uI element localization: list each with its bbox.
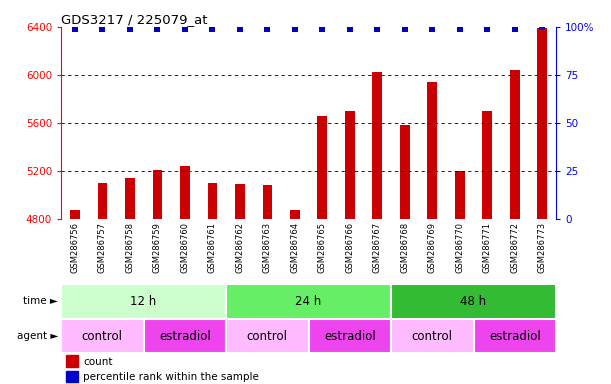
Text: GSM286762: GSM286762 bbox=[235, 222, 244, 273]
Text: GSM286766: GSM286766 bbox=[345, 222, 354, 273]
Text: GSM286764: GSM286764 bbox=[290, 222, 299, 273]
Bar bbox=[391, 284, 556, 319]
Bar bbox=[180, 166, 189, 219]
Bar bbox=[98, 183, 107, 219]
Text: GSM286770: GSM286770 bbox=[455, 222, 464, 273]
Text: GSM286773: GSM286773 bbox=[538, 222, 547, 273]
Text: GSM286765: GSM286765 bbox=[318, 222, 327, 273]
Point bbox=[70, 26, 79, 32]
Text: GSM286763: GSM286763 bbox=[263, 222, 272, 273]
Bar bbox=[263, 185, 272, 219]
Point bbox=[400, 26, 409, 32]
Point bbox=[538, 24, 547, 30]
Text: GSM286761: GSM286761 bbox=[208, 222, 217, 273]
Text: estradiol: estradiol bbox=[159, 329, 211, 343]
Text: 12 h: 12 h bbox=[131, 295, 156, 308]
Bar bbox=[153, 170, 162, 219]
Text: GSM286769: GSM286769 bbox=[428, 222, 437, 273]
Point bbox=[153, 26, 163, 32]
Bar bbox=[226, 284, 391, 319]
Text: GSM286756: GSM286756 bbox=[70, 222, 79, 273]
Text: control: control bbox=[412, 329, 453, 343]
Bar bbox=[538, 28, 547, 219]
Point bbox=[427, 26, 437, 32]
Text: estradiol: estradiol bbox=[324, 329, 376, 343]
Bar bbox=[318, 116, 327, 219]
Point bbox=[98, 26, 108, 32]
Text: time ►: time ► bbox=[23, 296, 58, 306]
Bar bbox=[428, 82, 437, 219]
Point bbox=[510, 26, 519, 32]
Text: GDS3217 / 225079_at: GDS3217 / 225079_at bbox=[61, 13, 208, 26]
Bar bbox=[455, 171, 464, 219]
Text: 24 h: 24 h bbox=[296, 295, 321, 308]
Point bbox=[318, 26, 327, 32]
Bar bbox=[61, 284, 226, 319]
Bar bbox=[290, 210, 299, 219]
Bar bbox=[345, 111, 354, 219]
Text: GSM286771: GSM286771 bbox=[483, 222, 492, 273]
Text: GSM286760: GSM286760 bbox=[180, 222, 189, 273]
Bar bbox=[70, 210, 79, 219]
Point bbox=[263, 26, 273, 32]
Text: agent ►: agent ► bbox=[16, 331, 58, 341]
Text: GSM286759: GSM286759 bbox=[153, 222, 162, 273]
Bar bbox=[235, 184, 244, 219]
Point bbox=[180, 26, 189, 32]
Bar bbox=[483, 111, 492, 219]
Bar bbox=[66, 356, 78, 367]
Text: GSM286767: GSM286767 bbox=[373, 222, 382, 273]
Bar bbox=[66, 371, 78, 382]
Text: control: control bbox=[247, 329, 288, 343]
Point bbox=[125, 26, 134, 32]
Bar bbox=[144, 319, 226, 353]
Text: GSM286757: GSM286757 bbox=[98, 222, 107, 273]
Bar bbox=[373, 73, 382, 219]
Bar bbox=[61, 319, 144, 353]
Text: GSM286772: GSM286772 bbox=[510, 222, 519, 273]
Bar bbox=[226, 319, 309, 353]
Bar bbox=[208, 184, 217, 219]
Point bbox=[482, 26, 492, 32]
Point bbox=[235, 26, 244, 32]
Bar bbox=[400, 125, 409, 219]
Point bbox=[455, 26, 464, 32]
Text: count: count bbox=[83, 357, 113, 367]
Text: GSM286758: GSM286758 bbox=[125, 222, 134, 273]
Point bbox=[345, 26, 354, 32]
Text: 48 h: 48 h bbox=[461, 295, 486, 308]
Point bbox=[373, 26, 382, 32]
Text: estradiol: estradiol bbox=[489, 329, 541, 343]
Bar bbox=[125, 178, 134, 219]
Text: percentile rank within the sample: percentile rank within the sample bbox=[83, 372, 259, 382]
Bar bbox=[510, 70, 519, 219]
Text: control: control bbox=[82, 329, 123, 343]
Bar bbox=[309, 319, 391, 353]
Bar bbox=[391, 319, 474, 353]
Text: GSM286768: GSM286768 bbox=[400, 222, 409, 273]
Point bbox=[290, 26, 300, 32]
Point bbox=[207, 26, 218, 32]
Bar bbox=[474, 319, 556, 353]
